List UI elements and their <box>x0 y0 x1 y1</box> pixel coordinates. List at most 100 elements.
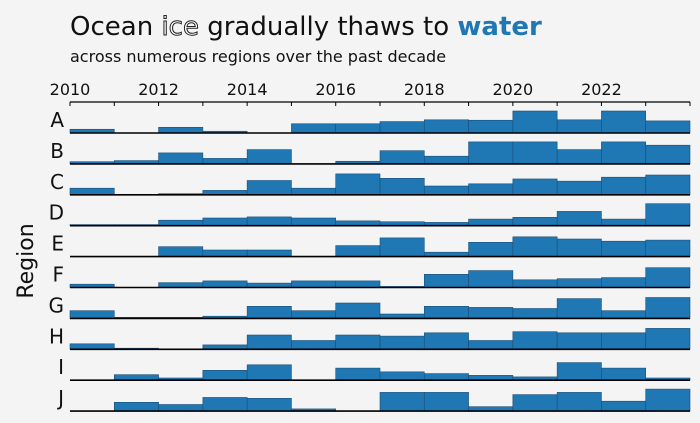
bar-f-2015 <box>291 280 337 288</box>
bar-d-2021 <box>556 211 602 226</box>
bar-d-2019 <box>468 218 514 227</box>
bar-i-2014 <box>246 364 292 381</box>
bar-e-2021 <box>556 238 602 257</box>
chart-title: Ocean ice gradually thaws to water <box>70 12 542 43</box>
bar-d-2012 <box>158 219 204 226</box>
bar-d-2020 <box>512 217 558 226</box>
region-label-c: C <box>50 170 64 194</box>
chart-subtitle: across numerous regions over the past de… <box>70 47 447 66</box>
bar-g-2014 <box>246 305 292 319</box>
region-panel-c: C <box>50 170 691 196</box>
bar-e-2023 <box>645 239 691 257</box>
region-panel-g: G <box>49 293 691 320</box>
bar-d-2023 <box>645 203 691 226</box>
y-axis-title: Region <box>14 223 39 298</box>
bar-c-2016 <box>335 173 381 196</box>
bar-b-2013 <box>202 158 248 165</box>
bar-f-2019 <box>468 270 514 288</box>
bar-i-2018 <box>423 373 469 381</box>
x-tick-label: 2016 <box>315 80 356 99</box>
bar-a-2022 <box>601 110 647 134</box>
x-tick-label: 2020 <box>492 80 533 99</box>
bar-e-2013 <box>202 249 248 257</box>
x-tick-label: 2018 <box>404 80 445 99</box>
bar-h-2016 <box>335 334 381 350</box>
bar-j-2014 <box>246 398 292 412</box>
region-label-j: J <box>56 386 64 410</box>
bar-h-2015 <box>291 340 337 350</box>
bar-e-2014 <box>246 249 292 257</box>
bar-d-2014 <box>246 216 292 226</box>
region-label-b: B <box>50 139 64 163</box>
bar-j-2013 <box>202 397 248 412</box>
bar-j-2017 <box>379 392 425 412</box>
title-water-word: water <box>457 12 542 42</box>
bar-j-2023 <box>645 388 691 412</box>
bar-c-2014 <box>246 180 292 196</box>
bar-b-2012 <box>158 152 204 165</box>
bar-i-2017 <box>379 371 425 381</box>
bar-c-2010 <box>69 187 115 196</box>
bar-h-2019 <box>468 340 514 350</box>
title-ice-word: ice <box>161 12 200 43</box>
bar-e-2022 <box>601 240 647 257</box>
bar-i-2016 <box>335 367 381 381</box>
bar-h-2020 <box>512 331 558 350</box>
bar-a-2015 <box>291 123 337 134</box>
region-label-i: I <box>58 355 64 379</box>
bar-g-2015 <box>291 310 337 319</box>
bar-a-2020 <box>512 110 558 134</box>
bar-c-2022 <box>601 176 647 196</box>
bar-b-2019 <box>468 141 514 165</box>
bar-j-2020 <box>512 394 558 412</box>
bar-c-2021 <box>556 180 602 196</box>
region-panel-h: H <box>49 324 691 351</box>
bar-e-2016 <box>335 245 381 257</box>
bar-h-2010 <box>69 343 115 350</box>
region-panel-i: I <box>58 355 691 382</box>
bar-c-2018 <box>423 185 469 196</box>
region-panel-j: J <box>56 386 691 412</box>
region-panel-f: F <box>52 263 691 289</box>
region-panel-d: D <box>49 201 691 227</box>
bar-h-2014 <box>246 334 292 350</box>
region-label-h: H <box>49 324 64 348</box>
bar-j-2021 <box>556 392 602 412</box>
bar-g-2018 <box>423 305 469 319</box>
title-middle: gradually thaws to <box>198 12 458 42</box>
bar-d-2015 <box>291 217 337 226</box>
region-label-d: D <box>49 201 64 225</box>
region-panel-a: A <box>50 108 691 134</box>
bar-c-2020 <box>512 178 558 196</box>
bar-d-2022 <box>601 218 647 227</box>
bar-b-2014 <box>246 149 292 165</box>
bar-i-2022 <box>601 367 647 381</box>
bar-b-2020 <box>512 141 558 165</box>
bar-b-2023 <box>645 144 691 165</box>
bar-d-2013 <box>202 217 248 226</box>
bar-i-2013 <box>202 369 248 381</box>
bar-f-2020 <box>512 279 558 288</box>
bar-e-2020 <box>512 236 558 257</box>
bar-f-2013 <box>202 280 248 288</box>
bar-g-2022 <box>601 310 647 319</box>
x-tick-label: 2022 <box>581 80 622 99</box>
region-panel-b: B <box>50 139 691 165</box>
bar-b-2021 <box>556 149 602 165</box>
bar-b-2022 <box>601 141 647 165</box>
x-tick-label: 2012 <box>138 80 179 99</box>
bar-e-2019 <box>468 242 514 257</box>
bar-b-2018 <box>423 155 469 165</box>
bar-a-2023 <box>645 120 691 134</box>
region-label-a: A <box>50 108 64 132</box>
region-panel-e: E <box>51 232 691 258</box>
bar-a-2021 <box>556 119 602 134</box>
bar-a-2018 <box>423 119 469 134</box>
bar-j-2018 <box>423 392 469 412</box>
region-label-e: E <box>51 232 64 256</box>
bar-h-2018 <box>423 332 469 350</box>
bar-h-2023 <box>645 328 691 350</box>
bar-g-2021 <box>556 298 602 319</box>
bar-h-2021 <box>556 332 602 350</box>
